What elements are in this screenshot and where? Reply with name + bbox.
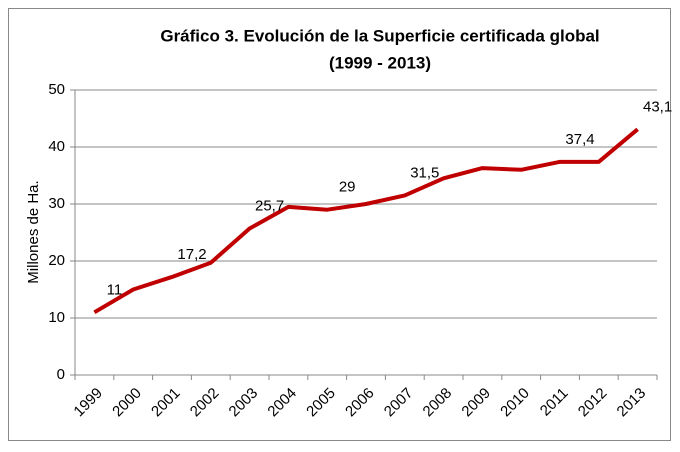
data-label: 17,2 bbox=[177, 246, 206, 263]
y-tick-label: 0 bbox=[57, 366, 65, 383]
y-tick-label: 40 bbox=[48, 138, 65, 155]
chart-subtitle: (1999 - 2013) bbox=[329, 53, 431, 72]
data-label: 31,5 bbox=[410, 164, 439, 181]
chart-border bbox=[8, 8, 671, 441]
data-label: 25,7 bbox=[255, 197, 284, 214]
y-tick-label: 50 bbox=[48, 81, 65, 98]
chart-title: Gráfico 3. Evolución de la Superficie ce… bbox=[160, 26, 599, 45]
data-line bbox=[93, 127, 639, 315]
data-label: 11 bbox=[107, 281, 123, 298]
y-axis-label: Millones de Ha. bbox=[25, 180, 42, 283]
data-label: 43,1 bbox=[643, 98, 672, 115]
y-tick-label: 30 bbox=[48, 195, 65, 212]
y-tick-label: 20 bbox=[48, 252, 65, 269]
data-label: 29 bbox=[339, 179, 356, 196]
data-label: 37,4 bbox=[565, 131, 594, 148]
y-tick-label: 10 bbox=[48, 309, 65, 326]
